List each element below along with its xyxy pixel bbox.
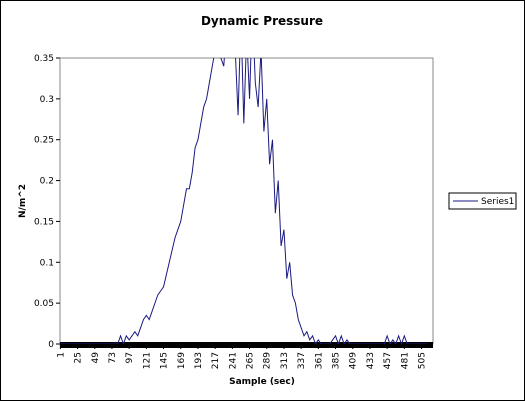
series-line xyxy=(60,58,428,344)
y-tick-label: 0.35 xyxy=(34,54,54,64)
x-tick-label: 265 xyxy=(246,352,256,369)
x-tick-label: 481 xyxy=(400,352,410,369)
x-tick-label: 217 xyxy=(211,352,221,369)
y-tick-label: 0.1 xyxy=(40,258,54,268)
x-tick-label: 49 xyxy=(91,352,101,364)
x-tick-label: 193 xyxy=(194,352,204,369)
plot-area xyxy=(59,57,434,345)
x-tick-label: 385 xyxy=(332,352,342,369)
x-tick-label: 433 xyxy=(366,352,376,369)
x-tick-label: 169 xyxy=(177,352,187,369)
y-tick-label: 0.05 xyxy=(34,299,54,309)
chart-title: Dynamic Pressure xyxy=(201,14,323,28)
y-tick-label: 0.15 xyxy=(34,217,54,227)
y-axis-label: N/m^2 xyxy=(18,184,28,218)
y-tick-label: 0.2 xyxy=(40,177,54,187)
y-tick-label: 0.25 xyxy=(34,136,54,146)
legend xyxy=(448,192,517,210)
x-tick-label: 1 xyxy=(56,352,66,358)
y-tick-label: 0 xyxy=(48,340,54,350)
x-tick-label: 505 xyxy=(418,352,428,369)
x-tick-label: 289 xyxy=(263,352,273,369)
category-ticks xyxy=(60,342,433,348)
y-tick-label: 0.3 xyxy=(40,95,54,105)
legend-label: Series1 xyxy=(481,197,514,207)
x-tick-label: 313 xyxy=(280,352,290,369)
x-axis-label: Sample (sec) xyxy=(229,377,295,387)
x-tick-label: 97 xyxy=(125,352,135,363)
x-tick-label: 409 xyxy=(349,352,359,369)
x-tick-label: 361 xyxy=(314,352,324,369)
x-tick-label: 337 xyxy=(297,352,307,369)
x-tick-label: 241 xyxy=(228,352,238,369)
x-tick-label: 73 xyxy=(108,352,118,363)
x-tick-label: 121 xyxy=(142,352,152,369)
x-tick-label: 25 xyxy=(74,352,84,363)
x-tick-label: 457 xyxy=(383,352,393,369)
x-tick-label: 145 xyxy=(160,352,170,369)
